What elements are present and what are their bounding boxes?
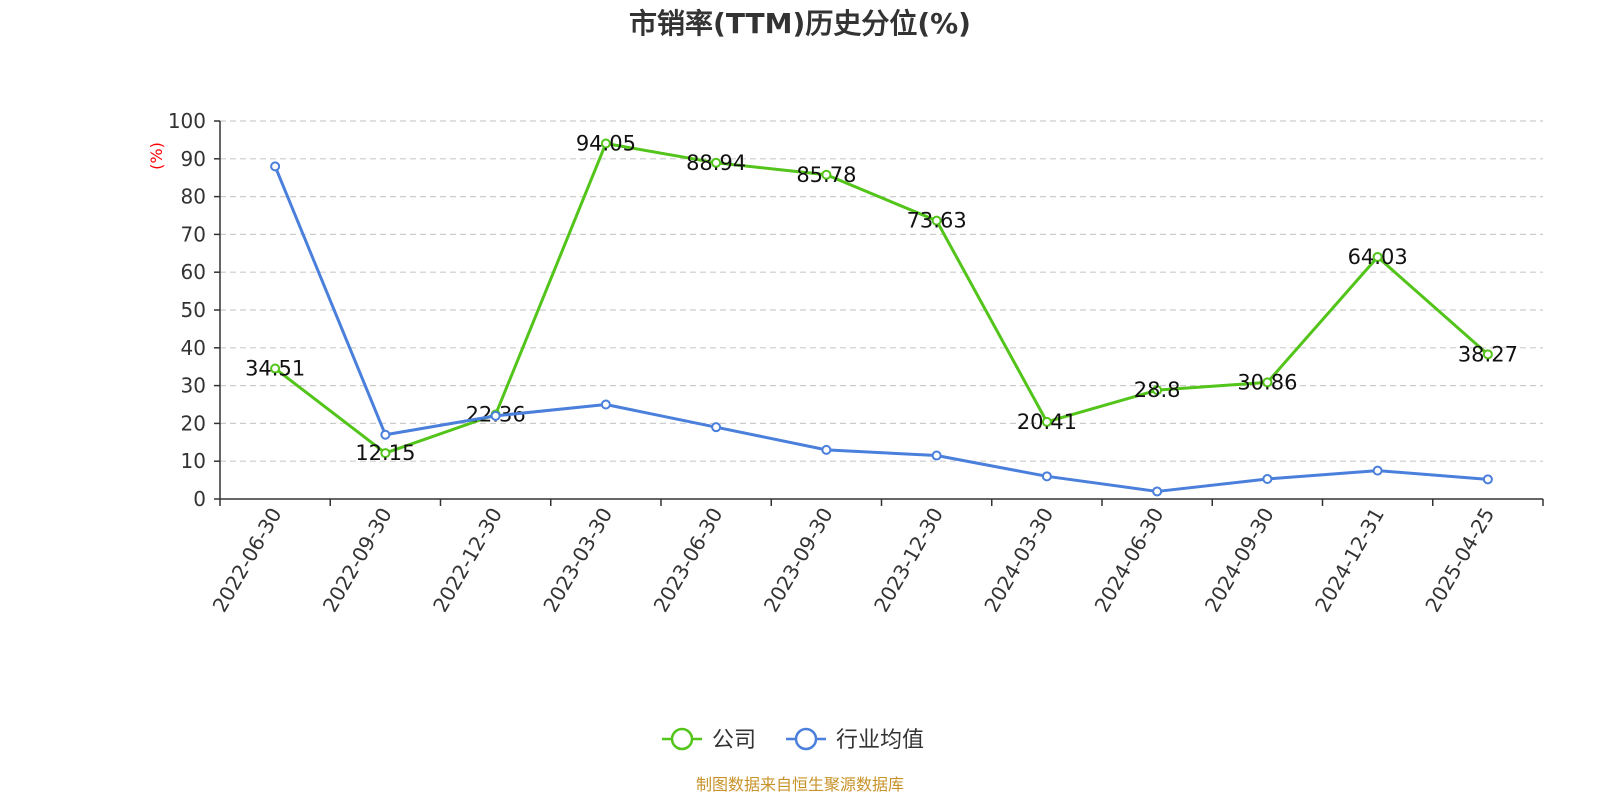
data-point[interactable] [1372,251,1383,262]
data-point[interactable] [270,363,281,374]
x-tick-label: 2022-12-30 [428,504,507,617]
data-point[interactable] [1152,385,1163,396]
y-axis-label: (%) [147,142,166,170]
data-point[interactable] [711,422,722,433]
data-label: 38.27 [1458,342,1518,366]
data-point[interactable] [1262,473,1273,484]
data-point[interactable] [1041,471,1052,482]
data-point[interactable] [821,169,832,180]
data-point[interactable] [1482,474,1493,485]
y-tick-label: 30 [181,374,206,398]
legend-item-0[interactable]: 公司 [662,727,756,753]
x-tick-label: 2025-04-25 [1420,504,1499,617]
data-point[interactable] [1482,349,1493,360]
y-tick-labels: 0 10 20 30 40 50 60 70 80 90 100 [168,109,206,511]
data-point[interactable] [380,448,391,459]
data-point[interactable] [711,157,722,168]
data-point[interactable] [270,161,281,172]
data-point[interactable] [1041,416,1052,427]
axes [214,120,1544,506]
legend[interactable]: 公司 行业均值 [662,727,924,753]
y-tick-label: 0 [193,487,206,511]
data-point[interactable] [821,444,832,455]
data-point[interactable] [1152,486,1163,497]
legend-label: 行业均值 [836,728,924,753]
data-label: 30.86 [1237,370,1297,394]
data-point[interactable] [600,399,611,410]
data-label: 28.8 [1134,378,1181,402]
y-tick-label: 40 [181,336,206,360]
data-point[interactable] [490,410,501,421]
source-note: 制图数据来自恒生聚源数据库 [696,775,904,794]
x-tick-label: 2023-12-30 [869,504,948,617]
legend-item-1[interactable]: 行业均值 [786,727,924,753]
data-label: 34.51 [245,357,305,381]
grid-lines [220,120,1543,462]
x-tick-labels: 2022-06-30 2022-09-30 2022-12-30 2023-03-30… [208,504,1500,617]
y-tick-label: 90 [181,147,206,171]
x-tick-label: 2024-09-30 [1200,504,1279,617]
series-group: 34.5112.1522.3694.0588.9485.7873.6320.41… [245,131,1518,497]
data-label: 85.78 [796,163,856,187]
series-1 [270,161,1493,497]
data-label: 88.94 [686,151,746,175]
series-line [274,141,1489,455]
data-point[interactable] [1372,465,1383,476]
data-label: 64.03 [1348,245,1408,269]
data-point[interactable] [380,429,391,440]
data-point[interactable] [600,138,611,149]
x-tick-label: 2024-03-30 [979,504,1058,617]
data-label: 73.63 [907,209,967,233]
x-tick-label: 2023-06-30 [649,504,728,617]
data-label: 20.41 [1017,410,1077,434]
y-tick-label: 100 [168,109,206,133]
y-tick-label: 60 [181,260,206,284]
x-tick-label: 2023-03-30 [538,504,617,617]
data-point[interactable] [931,215,942,226]
data-point[interactable] [1262,377,1273,388]
x-tick-label: 2022-06-30 [208,504,287,617]
chart-title: 市销率(TTM)历史分位(%) [629,7,971,40]
x-tick-label: 2022-09-30 [318,504,397,617]
x-tick-label: 2024-06-30 [1090,504,1169,617]
legend-label: 公司 [712,728,756,753]
legend-marker [794,727,818,751]
y-tick-label: 10 [181,449,206,473]
y-tick-label: 20 [181,411,206,435]
y-tick-label: 70 [181,222,206,246]
legend-marker [670,727,694,751]
x-tick-label: 2023-09-30 [759,504,838,617]
series-line [273,165,1488,493]
data-point[interactable] [931,450,942,461]
x-tick-label: 2024-12-31 [1310,504,1389,617]
data-label: 12.15 [355,441,415,465]
data-label: 94.05 [576,131,636,155]
y-tick-label: 80 [181,185,206,209]
series-0: 34.5112.1522.3694.0588.9485.7873.6320.41… [245,131,1518,465]
y-tick-label: 50 [181,298,206,322]
